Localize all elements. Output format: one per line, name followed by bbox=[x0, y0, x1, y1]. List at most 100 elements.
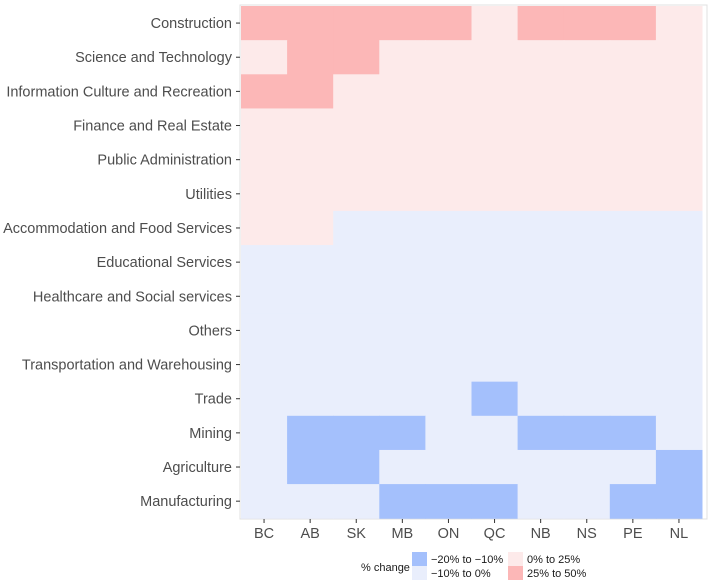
heatmap-cell-nb-14 bbox=[517, 449, 565, 485]
heatmap-cell-pe-4 bbox=[609, 108, 657, 144]
heatmap-cell-nl-1 bbox=[655, 6, 703, 41]
heatmap-cell-mb-7 bbox=[379, 210, 426, 246]
heatmap-cell-on-15 bbox=[425, 484, 472, 519]
heatmap-cell-nl-14 bbox=[655, 449, 703, 485]
x-tick-label: NL bbox=[670, 526, 689, 542]
heatmap-cell-nb-1 bbox=[517, 6, 565, 41]
heatmap-cell-ns-11 bbox=[563, 347, 611, 383]
heatmap-cell-ab-13 bbox=[287, 415, 334, 451]
heatmap-cell-qc-4 bbox=[471, 108, 519, 144]
x-tick-label: NS bbox=[577, 526, 597, 542]
heatmap-cell-ab-14 bbox=[287, 449, 334, 485]
heatmap-cell-nl-12 bbox=[655, 381, 703, 417]
heatmap-cell-nb-5 bbox=[517, 142, 565, 178]
heatmap-cell-pe-15 bbox=[609, 484, 657, 519]
heatmap-cell-mb-12 bbox=[379, 381, 426, 417]
heatmap-cell-nl-13 bbox=[655, 415, 703, 451]
heatmap-cell-ab-15 bbox=[287, 484, 334, 519]
heatmap-cell-qc-5 bbox=[471, 142, 519, 178]
y-tick-label: Public Administration bbox=[97, 153, 232, 169]
heatmap-cell-bc-11 bbox=[241, 347, 288, 383]
heatmap-cell-nl-10 bbox=[655, 313, 703, 348]
heatmap-cell-bc-14 bbox=[241, 449, 288, 485]
heatmap-cell-pe-9 bbox=[609, 279, 657, 314]
legend: % change −20% to −10% −10% to 0% 0% to 25%… bbox=[361, 552, 587, 580]
heatmap-cell-nl-9 bbox=[655, 279, 703, 314]
heatmap-cell-sk-2 bbox=[333, 40, 380, 75]
heatmap-cell-bc-15 bbox=[241, 484, 288, 519]
heatmap-cell-qc-3 bbox=[471, 74, 519, 109]
legend-label: −20% to −10% bbox=[431, 554, 503, 566]
heatmap-cell-mb-13 bbox=[379, 415, 426, 451]
heatmap-cell-nb-15 bbox=[517, 484, 565, 519]
heatmap-cell-bc-5 bbox=[241, 142, 288, 178]
y-tick-label: Educational Services bbox=[97, 255, 232, 271]
heatmap-cell-sk-3 bbox=[333, 74, 380, 109]
heatmap-cell-mb-6 bbox=[379, 176, 426, 212]
heatmap-cell-nl-8 bbox=[655, 245, 703, 280]
heatmap-cell-on-10 bbox=[425, 313, 472, 348]
heatmap-cell-pe-7 bbox=[609, 210, 657, 246]
heatmap-cell-sk-12 bbox=[333, 381, 380, 417]
x-tick-label: PE bbox=[623, 526, 643, 542]
heatmap-cell-sk-15 bbox=[333, 484, 380, 519]
heatmap-cell-ab-11 bbox=[287, 347, 334, 383]
heatmap-cell-ab-2 bbox=[287, 40, 334, 75]
heatmap-cell-sk-10 bbox=[333, 313, 380, 348]
heatmap-cell-on-14 bbox=[425, 449, 472, 485]
heatmap-cell-pe-5 bbox=[609, 142, 657, 178]
heatmap-cell-on-9 bbox=[425, 279, 472, 314]
heatmap-cell-ns-8 bbox=[563, 245, 611, 280]
heatmap-cell-qc-2 bbox=[471, 40, 519, 75]
y-tick-label: Others bbox=[188, 323, 232, 339]
legend-swatch bbox=[508, 552, 523, 566]
legend-swatch bbox=[508, 566, 523, 580]
y-tick-label: Utilities bbox=[185, 187, 232, 203]
heatmap-cell-nb-6 bbox=[517, 176, 565, 212]
heatmap-cell-mb-15 bbox=[379, 484, 426, 519]
heatmap-cell-mb-11 bbox=[379, 347, 426, 383]
heatmap-cell-nl-6 bbox=[655, 176, 703, 212]
y-tick-label: Construction bbox=[151, 16, 232, 32]
heatmap-cell-qc-9 bbox=[471, 279, 519, 314]
heatmap-cell-ns-13 bbox=[563, 415, 611, 451]
heatmap-cell-ns-12 bbox=[563, 381, 611, 417]
heatmap-cell-qc-13 bbox=[471, 415, 519, 451]
heatmap-cell-ab-5 bbox=[287, 142, 334, 178]
heatmap-cell-on-3 bbox=[425, 74, 472, 109]
heatmap-cell-on-6 bbox=[425, 176, 472, 212]
heatmap-cell-on-13 bbox=[425, 415, 472, 451]
y-tick-label: Finance and Real Estate bbox=[73, 119, 232, 135]
heatmap-cell-nl-7 bbox=[655, 210, 703, 246]
y-axis: Construction Science and Technology Inform… bbox=[3, 16, 240, 510]
heatmap-cell-bc-7 bbox=[241, 210, 288, 246]
heatmap-cell-ns-10 bbox=[563, 313, 611, 348]
heatmap-cell-pe-2 bbox=[609, 40, 657, 75]
heatmap-cell-mb-4 bbox=[379, 108, 426, 144]
heatmap-cell-mb-2 bbox=[379, 40, 426, 75]
y-tick-label: Information Culture and Recreation bbox=[6, 84, 232, 100]
heatmap-cell-pe-14 bbox=[609, 449, 657, 485]
heatmap-cell-ab-7 bbox=[287, 210, 334, 246]
y-tick-label: Accommodation and Food Services bbox=[3, 221, 232, 237]
heatmap-cell-ab-6 bbox=[287, 176, 334, 212]
heatmap-cell-qc-11 bbox=[471, 347, 519, 383]
x-axis: BC AB SK MB ON QC NB NS PE NL bbox=[254, 519, 688, 542]
heatmap-cell-ab-1 bbox=[287, 6, 334, 41]
heatmap-cell-nb-13 bbox=[517, 415, 565, 451]
heatmap-cells bbox=[241, 6, 703, 519]
heatmap-cell-nb-9 bbox=[517, 279, 565, 314]
y-tick-label: Transportation and Warehousing bbox=[22, 358, 232, 374]
heatmap-cell-bc-1 bbox=[241, 6, 288, 41]
heatmap-cell-on-11 bbox=[425, 347, 472, 383]
heatmap-cell-bc-6 bbox=[241, 176, 288, 212]
heatmap-cell-bc-13 bbox=[241, 415, 288, 451]
heatmap-cell-nl-2 bbox=[655, 40, 703, 75]
legend-label: 25% to 50% bbox=[527, 568, 587, 580]
legend-swatch bbox=[412, 566, 427, 580]
x-tick-label: SK bbox=[347, 526, 367, 542]
x-tick-label: QC bbox=[484, 526, 506, 542]
heatmap-cell-qc-8 bbox=[471, 245, 519, 280]
heatmap-cell-ns-4 bbox=[563, 108, 611, 144]
heatmap-cell-on-2 bbox=[425, 40, 472, 75]
